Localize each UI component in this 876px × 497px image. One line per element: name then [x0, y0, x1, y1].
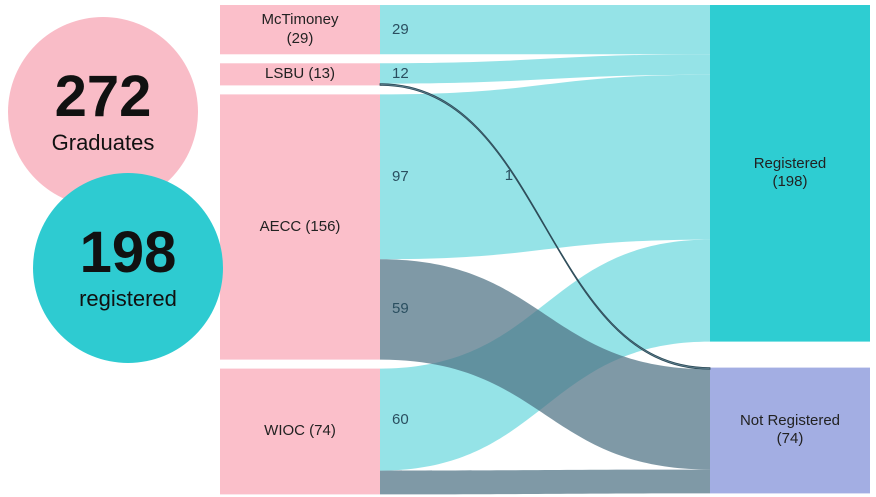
node-label: McTimoney (29)	[261, 10, 339, 47]
link	[380, 259, 710, 470]
link-label: 97	[392, 167, 409, 185]
link	[380, 5, 710, 55]
node	[710, 5, 870, 342]
stat-label: registered	[79, 286, 177, 311]
stat-label: Graduates	[51, 130, 155, 155]
node	[710, 367, 870, 494]
node	[220, 368, 380, 495]
stat-circle: 198 registered	[33, 173, 223, 363]
node-label: LSBU (13)	[264, 64, 336, 82]
link-label: 1	[504, 167, 514, 185]
node-label: Not Registered (74)	[739, 411, 841, 448]
link	[380, 469, 710, 495]
stat-value: 272	[54, 64, 152, 129]
link-label: 60	[392, 410, 409, 428]
stat-circle: 272 Graduates	[8, 17, 198, 207]
node-label: WIOC (74)	[264, 422, 336, 440]
node	[220, 94, 380, 360]
node-label: Registered (198)	[753, 154, 827, 191]
node	[220, 5, 380, 55]
link	[380, 74, 710, 260]
link-label: 59	[392, 300, 409, 318]
link-label: 12	[392, 64, 409, 82]
link	[380, 54, 710, 84]
node	[220, 63, 380, 86]
node-label: AECC (156)	[259, 217, 341, 235]
link-label: 29	[392, 20, 409, 38]
stat-value: 198	[79, 220, 177, 285]
